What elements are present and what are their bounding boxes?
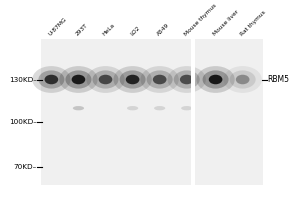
Ellipse shape: [32, 66, 70, 93]
FancyBboxPatch shape: [41, 39, 263, 185]
Text: 293T: 293T: [75, 23, 89, 37]
Ellipse shape: [153, 75, 166, 84]
Ellipse shape: [230, 70, 256, 89]
Ellipse shape: [202, 70, 229, 89]
Text: RBM5: RBM5: [268, 75, 290, 84]
Text: 130KD–: 130KD–: [9, 77, 37, 83]
Ellipse shape: [180, 75, 194, 84]
Ellipse shape: [86, 66, 125, 93]
Text: LO2: LO2: [129, 25, 141, 37]
Ellipse shape: [38, 70, 64, 89]
Text: A549: A549: [156, 23, 170, 37]
Ellipse shape: [65, 70, 92, 89]
Text: Mouse thymus: Mouse thymus: [183, 3, 217, 37]
Ellipse shape: [209, 75, 222, 84]
Ellipse shape: [127, 106, 138, 110]
Ellipse shape: [174, 70, 200, 89]
Ellipse shape: [72, 75, 85, 84]
Text: U-87MG: U-87MG: [48, 17, 68, 37]
Text: 100KD–: 100KD–: [9, 119, 37, 125]
Ellipse shape: [120, 70, 146, 89]
Ellipse shape: [99, 75, 112, 84]
Ellipse shape: [147, 70, 173, 89]
Text: HeLa: HeLa: [102, 23, 116, 37]
Ellipse shape: [181, 106, 192, 110]
Ellipse shape: [154, 106, 165, 110]
Ellipse shape: [92, 70, 119, 89]
Ellipse shape: [126, 75, 140, 84]
Ellipse shape: [140, 66, 179, 93]
Ellipse shape: [59, 66, 98, 93]
Text: Rat thymus: Rat thymus: [239, 9, 266, 37]
Text: 70KD–: 70KD–: [13, 164, 37, 170]
Ellipse shape: [236, 75, 250, 84]
Ellipse shape: [196, 66, 235, 93]
Text: Mouse liver: Mouse liver: [212, 9, 240, 37]
FancyBboxPatch shape: [191, 39, 195, 185]
Ellipse shape: [224, 66, 262, 93]
Ellipse shape: [113, 66, 152, 93]
Ellipse shape: [168, 66, 206, 93]
Ellipse shape: [73, 106, 84, 110]
Ellipse shape: [44, 75, 58, 84]
